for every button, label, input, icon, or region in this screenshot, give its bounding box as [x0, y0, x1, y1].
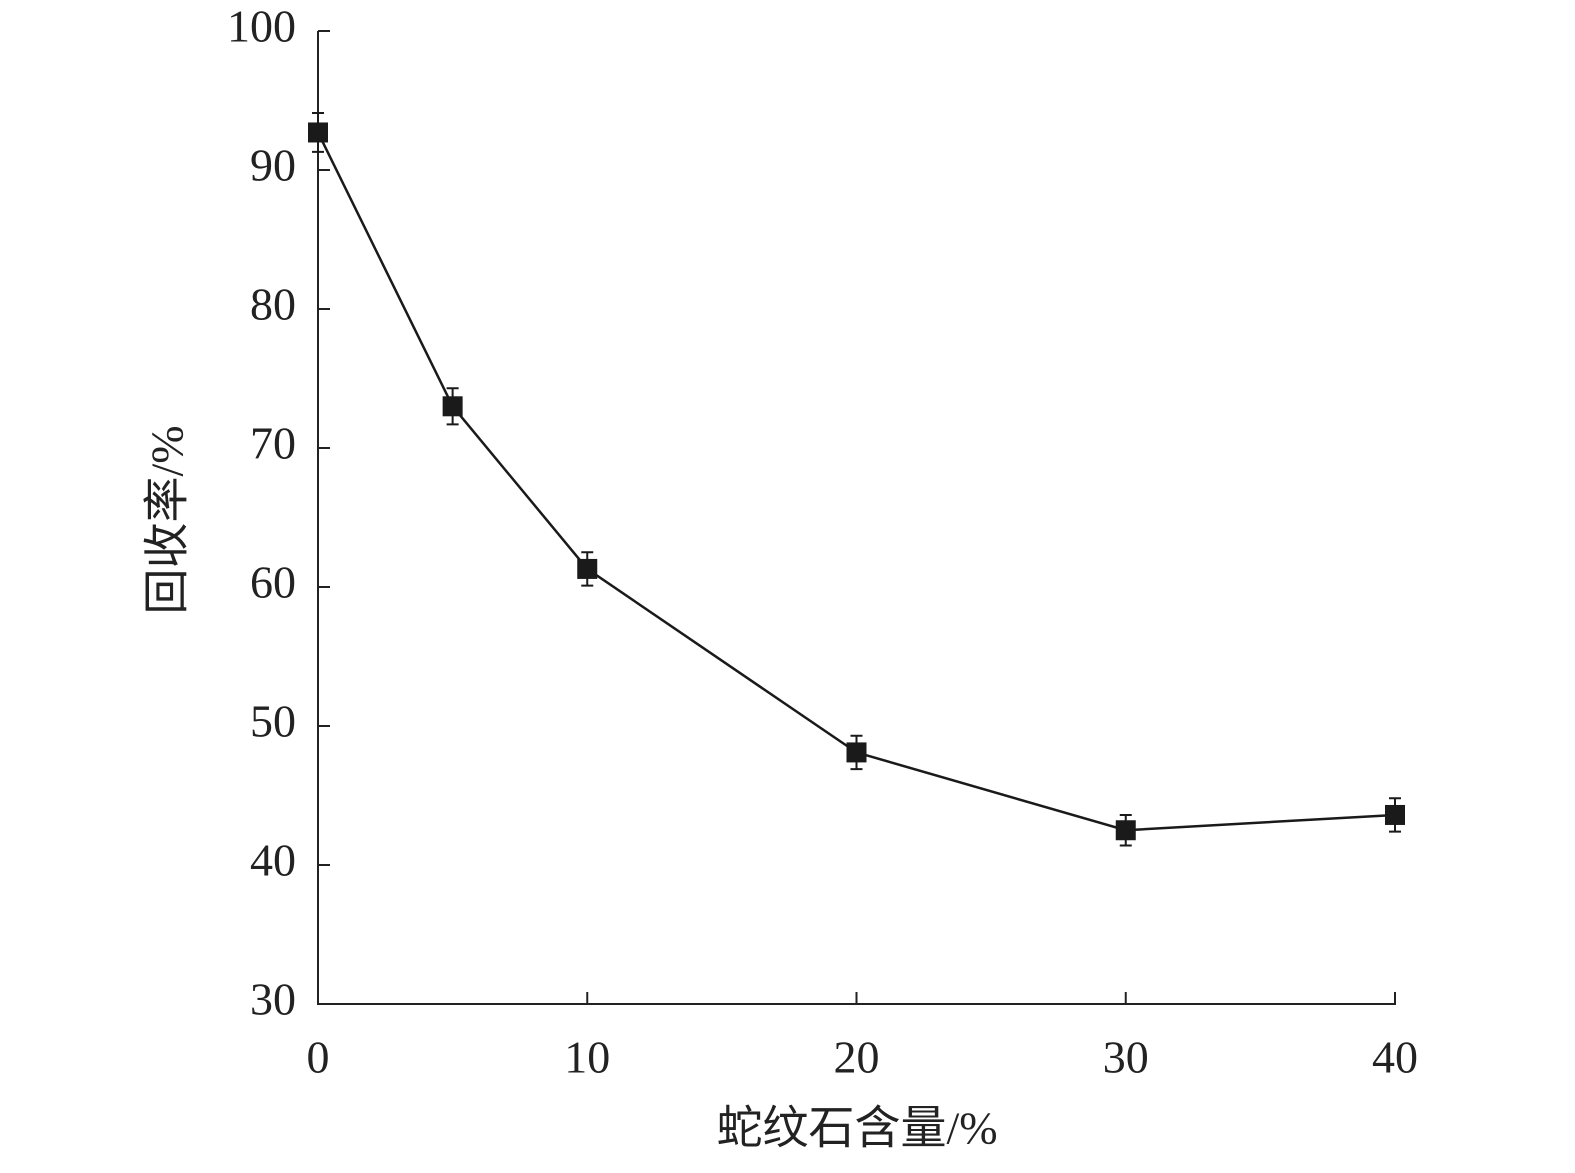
y-tick-label: 90: [250, 140, 296, 191]
marker: [308, 122, 328, 143]
marker: [577, 558, 598, 579]
marker: [1115, 820, 1136, 841]
x-tick-label: 0: [307, 1032, 330, 1083]
y-tick-label: 100: [227, 1, 296, 52]
x-tick-label: 30: [1103, 1032, 1149, 1083]
marker: [442, 396, 463, 417]
x-tick-label: 40: [1372, 1032, 1418, 1083]
y-tick-label: 70: [250, 418, 296, 469]
y-tick-label: 60: [250, 557, 296, 608]
marker: [1385, 804, 1405, 825]
y-tick-label: 30: [250, 974, 296, 1025]
marker: [846, 742, 867, 763]
y-tick-label: 80: [250, 279, 296, 330]
y-axis-title: 回收率/%: [142, 425, 193, 614]
data-line: [316, 131, 1396, 832]
x-tick-label: 20: [834, 1032, 880, 1083]
y-tick-label: 50: [250, 696, 296, 747]
x-axis-title: 蛇纹石含量/%: [716, 1103, 997, 1154]
y-tick-label: 40: [250, 835, 296, 886]
x-tick-label: 10: [564, 1032, 610, 1083]
